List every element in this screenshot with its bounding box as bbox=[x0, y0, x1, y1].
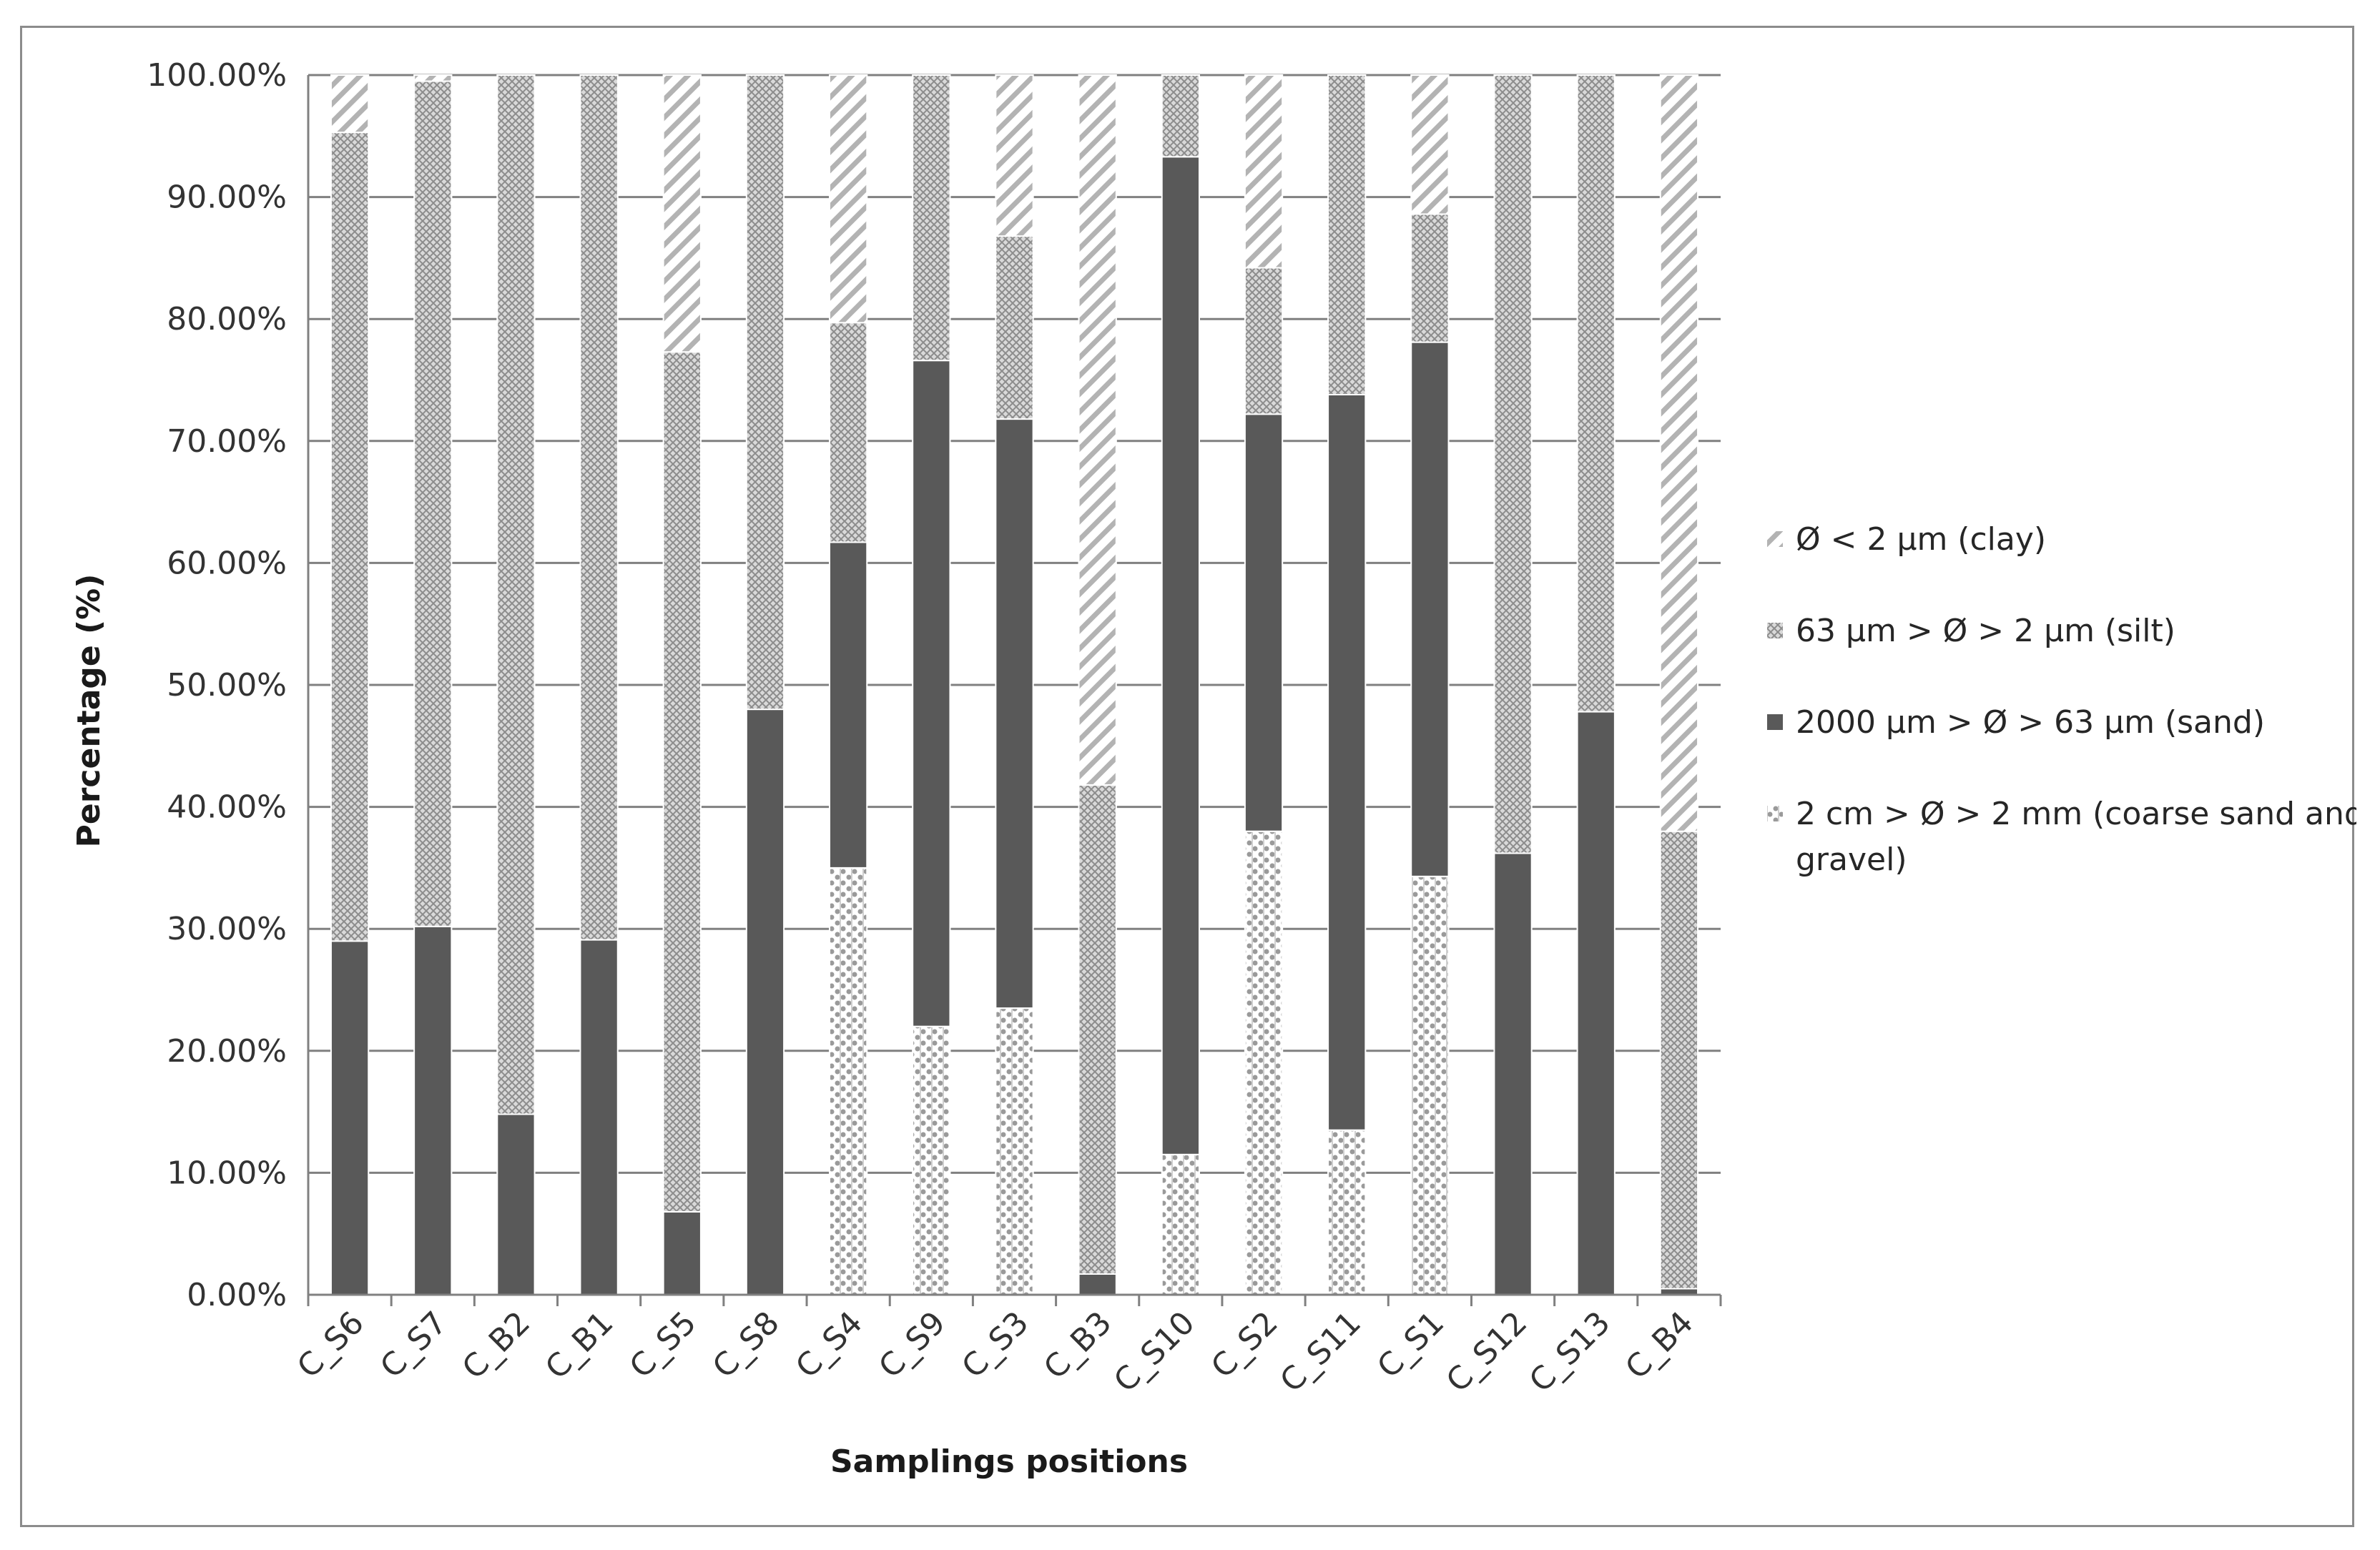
bar-segment bbox=[1078, 784, 1117, 1275]
y-tick-label: 20.00% bbox=[167, 1033, 287, 1070]
bar-segment bbox=[1493, 74, 1533, 854]
bar-segment bbox=[995, 418, 1034, 1010]
bar-segment bbox=[330, 940, 370, 1295]
bar-segment bbox=[912, 360, 951, 1027]
bar-segment bbox=[912, 1025, 951, 1296]
bar-segment bbox=[1493, 852, 1533, 1295]
bar-segment bbox=[1410, 875, 1450, 1296]
bar-segment bbox=[912, 74, 951, 362]
y-tick-label: 60.00% bbox=[167, 545, 287, 581]
y-tick-labels: 0.00% 10.00% 20.00% 30.00% 40.00% 50.00% 60.00… bbox=[147, 57, 287, 1313]
bar-segment bbox=[1410, 74, 1450, 215]
bar-segment bbox=[413, 74, 453, 82]
legend-swatch bbox=[1767, 806, 1783, 821]
y-tick-label: 40.00% bbox=[167, 789, 287, 826]
x-tick-label: C_S6 bbox=[290, 1305, 371, 1386]
y-axis-title: Percentage (%) bbox=[71, 574, 107, 848]
x-tick-label: C_S11 bbox=[1273, 1305, 1368, 1400]
bar-segment bbox=[1576, 711, 1616, 1295]
bar-segment bbox=[579, 939, 619, 1295]
bar-segment bbox=[579, 74, 619, 941]
legend-swatch bbox=[1767, 623, 1783, 638]
x-axis-title: Samplings positions bbox=[830, 1443, 1188, 1480]
legend-entry: Ø < 2 µm (clay) bbox=[1796, 521, 2046, 558]
bar-segment bbox=[1327, 1129, 1367, 1295]
bars bbox=[330, 74, 1699, 1296]
bar-segment bbox=[662, 351, 702, 1213]
y-tick-label: 50.00% bbox=[167, 667, 287, 704]
bar-segment bbox=[330, 132, 370, 942]
bar-segment bbox=[1161, 1153, 1200, 1296]
x-tick-label: C_S12 bbox=[1440, 1305, 1535, 1400]
axes bbox=[307, 75, 1722, 1306]
x-tick-label: C_B4 bbox=[1618, 1305, 1700, 1386]
bar-segment bbox=[662, 1210, 702, 1295]
stacked-bar-chart: 0.00% 10.00% 20.00% 30.00% 40.00% 50.00% 60.00… bbox=[71, 57, 2356, 1480]
y-tick-label: 80.00% bbox=[167, 301, 287, 337]
bar-segment bbox=[1078, 74, 1117, 786]
x-tick-label: C_S13 bbox=[1523, 1305, 1618, 1400]
legend: Ø < 2 µm (clay) 63 µm > Ø > 2 µm (silt) 20… bbox=[1767, 521, 2356, 878]
legend-entry: 2 cm > Ø > 2 mm (coarse sand and gravel) bbox=[1796, 796, 2356, 878]
bar-segment bbox=[745, 709, 785, 1295]
bar-segment bbox=[829, 322, 868, 543]
bar-segment bbox=[995, 74, 1034, 237]
y-tick-label: 0.00% bbox=[187, 1277, 287, 1313]
bar-segment bbox=[1244, 74, 1284, 269]
y-tick-label: 90.00% bbox=[167, 179, 287, 216]
bar-segment bbox=[496, 74, 536, 1115]
chart-frame: 0.00% 10.00% 20.00% 30.00% 40.00% 50.00% 60.00… bbox=[20, 26, 2356, 1527]
bar-segment bbox=[829, 867, 868, 1295]
x-tick-label: C_S8 bbox=[706, 1305, 787, 1386]
bar-segment bbox=[1659, 830, 1699, 1290]
bar-segment bbox=[1161, 156, 1200, 1155]
x-tick-label: C_S3 bbox=[955, 1305, 1036, 1386]
y-tick-label: 30.00% bbox=[167, 911, 287, 947]
bar-segment bbox=[413, 925, 453, 1295]
x-tick-label: C_S10 bbox=[1107, 1305, 1202, 1400]
bar-segment bbox=[1161, 74, 1200, 158]
x-tick-label: C_S5 bbox=[623, 1305, 704, 1386]
bar-segment bbox=[330, 74, 370, 134]
bar-segment bbox=[1659, 74, 1699, 832]
x-tick-label: C_B1 bbox=[539, 1305, 620, 1386]
x-tick-label: C_B2 bbox=[456, 1305, 537, 1386]
legend-entry: 63 µm > Ø > 2 µm (silt) bbox=[1796, 613, 2175, 649]
bar-segment bbox=[745, 74, 785, 711]
bar-segment bbox=[1327, 74, 1367, 395]
bar-segment bbox=[1244, 267, 1284, 415]
legend-swatch bbox=[1767, 714, 1783, 730]
x-tick-label: C_S4 bbox=[789, 1305, 870, 1386]
bar-segment bbox=[1244, 413, 1284, 832]
legend-entry: 2000 µm > Ø > 63 µm (sand) bbox=[1796, 704, 2265, 741]
bar-segment bbox=[1410, 341, 1450, 877]
y-tick-label: 100.00% bbox=[147, 57, 287, 94]
bar-segment bbox=[829, 74, 868, 324]
x-tick-label: C_S7 bbox=[373, 1305, 454, 1386]
bar-segment bbox=[829, 541, 868, 869]
bar-segment bbox=[496, 1113, 536, 1295]
bar-segment bbox=[1327, 393, 1367, 1131]
bar-segment bbox=[1244, 830, 1284, 1295]
bar-segment bbox=[995, 235, 1034, 420]
bar-segment bbox=[995, 1007, 1034, 1295]
x-tick-label: C_S9 bbox=[872, 1305, 953, 1386]
bar-segment bbox=[1576, 74, 1616, 713]
y-tick-label: 10.00% bbox=[167, 1155, 287, 1191]
bar-segment bbox=[662, 74, 702, 353]
bar-segment bbox=[1078, 1273, 1117, 1296]
x-tick-labels: C_S6 C_S7 C_B2 C_B1 C_S5 C_S8 C_S4 C_S9 C_S3 C_B3… bbox=[290, 1305, 1701, 1400]
y-tick-label: 70.00% bbox=[167, 423, 287, 460]
legend-swatch bbox=[1767, 531, 1783, 547]
bar-segment bbox=[1410, 213, 1450, 343]
bar-segment bbox=[413, 80, 453, 927]
